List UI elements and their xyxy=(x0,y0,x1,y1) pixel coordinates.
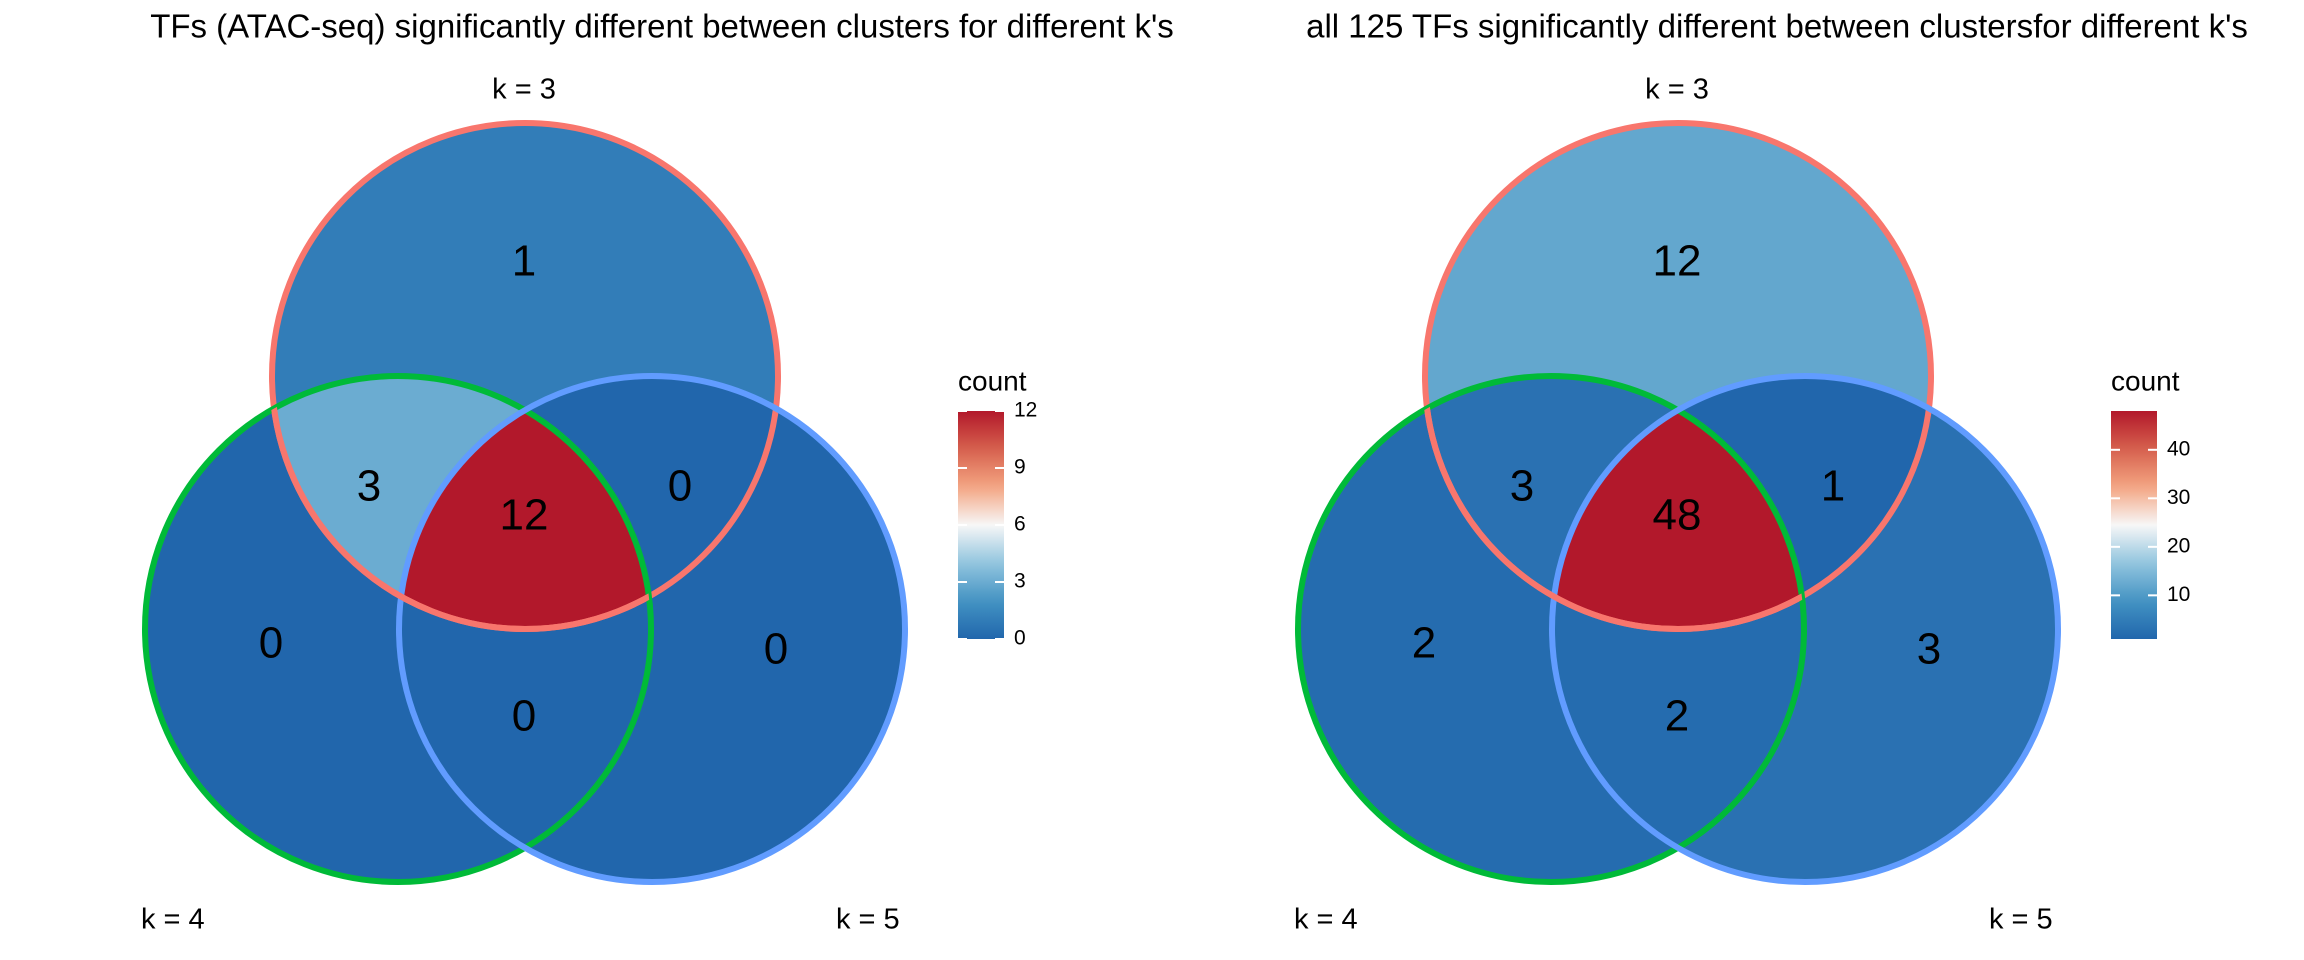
count-label-only-k3: 12 xyxy=(1653,237,1702,286)
legend-title: count xyxy=(958,365,1027,396)
venn-region-fills xyxy=(145,123,905,882)
count-label-only-k5: 3 xyxy=(1917,625,1941,674)
color-legend: count 40 30 20 10 xyxy=(2111,365,2190,639)
color-legend: count 12 9 6 3 0 xyxy=(958,365,1037,650)
set-label-3: k = 3 xyxy=(1645,74,1709,106)
count-label-k3-k4-k5: 48 xyxy=(1653,491,1702,540)
set-label-5: k = 5 xyxy=(836,904,900,936)
count-label-k4-k5: 0 xyxy=(512,692,536,741)
count-label-k3-k5: 0 xyxy=(668,462,692,511)
venn-panel-1: 1 3 12 0 0 0 0 k = 3 k = 4 k = 5 TFs (ATAC-seq) si… xyxy=(141,8,1174,936)
legend-tick-label: 10 xyxy=(2167,583,2190,606)
count-label-k4-k5: 2 xyxy=(1665,692,1689,741)
legend-colorbar xyxy=(2111,411,2157,639)
chart-title: all 125 TFs significantly different betw… xyxy=(1306,8,2248,45)
count-label-k3-k4: 3 xyxy=(1510,462,1534,511)
set-outline-k3-overlay xyxy=(269,376,651,632)
region-k3-k4-k5 xyxy=(399,376,651,629)
set-label-4: k = 4 xyxy=(141,904,205,936)
chart-title: TFs (ATAC-seq) significantly different b… xyxy=(150,8,1174,45)
count-label-only-k4: 0 xyxy=(259,619,283,668)
set-outline-k5 xyxy=(396,373,908,885)
set-outline-k5 xyxy=(1549,373,2061,885)
set-outline-k4 xyxy=(1295,373,1807,885)
region-k3-k4-k5 xyxy=(1552,376,1804,629)
set-label-4: k = 4 xyxy=(1294,904,1358,936)
legend-tick-label: 3 xyxy=(1014,570,1026,593)
legend-tick-label: 6 xyxy=(1014,513,1026,536)
legend-title: count xyxy=(2111,365,2180,396)
count-label-only-k5: 0 xyxy=(764,625,788,674)
legend-tick-label: 12 xyxy=(1014,399,1037,422)
set-outlines xyxy=(142,120,908,885)
legend-tick-label: 30 xyxy=(2167,486,2190,509)
count-label-k3-k4-k5: 12 xyxy=(500,491,549,540)
count-label-only-k3: 1 xyxy=(512,237,536,286)
legend-tick-label: 40 xyxy=(2167,437,2190,460)
set-outlines xyxy=(1295,120,2061,885)
set-label-5: k = 5 xyxy=(1989,904,2053,936)
count-label-k3-k5: 1 xyxy=(1821,462,1845,511)
venn-region-fills xyxy=(1298,123,2058,882)
set-outline-k4 xyxy=(142,373,654,885)
legend-tick-label: 9 xyxy=(1014,456,1026,479)
count-label-only-k4: 2 xyxy=(1412,619,1436,668)
count-label-k3-k4: 3 xyxy=(357,462,381,511)
legend-tick-label: 0 xyxy=(1014,627,1026,650)
set-outline-k3-overlay xyxy=(1422,376,1804,632)
set-label-3: k = 3 xyxy=(492,74,556,106)
legend-tick-label: 20 xyxy=(2167,534,2190,557)
